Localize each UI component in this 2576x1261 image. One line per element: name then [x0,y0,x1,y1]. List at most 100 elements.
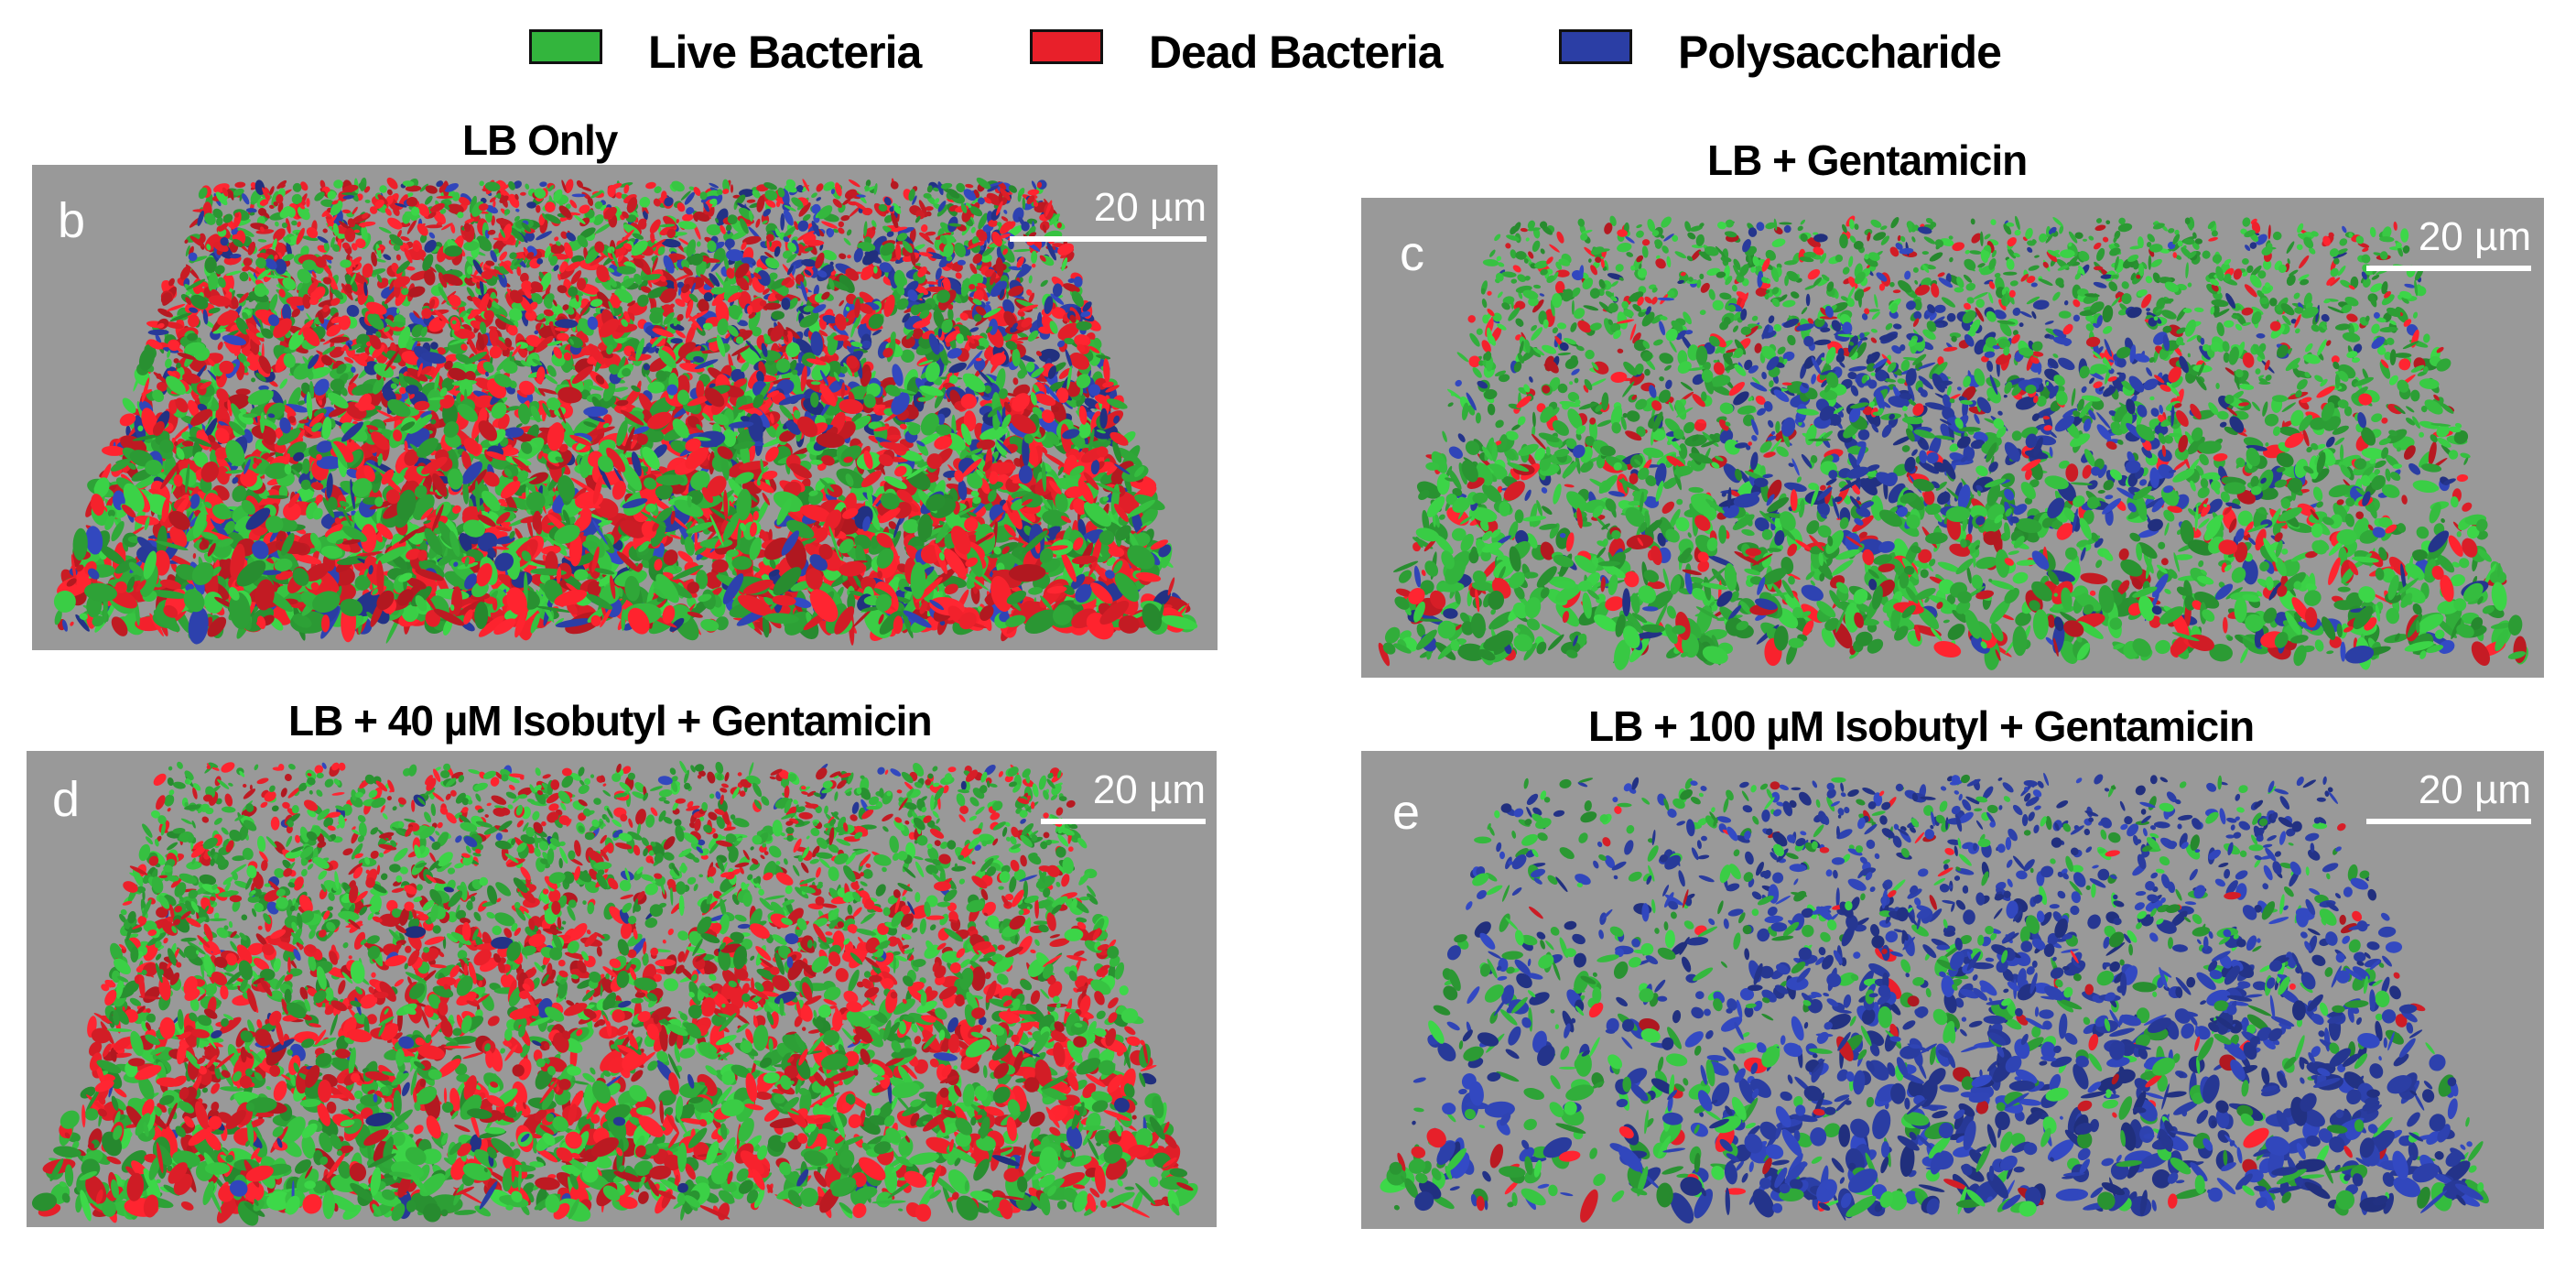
biofilm-cluster [395,254,401,261]
biofilm-cluster [428,232,436,239]
biofilm-cluster [383,254,392,261]
biofilm-cluster [746,199,756,203]
biofilm-cluster [838,221,845,228]
biofilm-cluster [871,220,877,228]
biofilm-cluster [978,212,988,230]
biofilm-cluster [819,244,824,251]
biofilm-cluster [279,378,288,389]
biofilm-cluster [1051,276,1064,288]
biofilm-cluster [172,424,190,441]
biofilm-cluster [554,236,559,242]
biofilm-cluster [842,198,851,205]
biofilm-cluster [530,292,543,305]
biofilm-cluster [677,221,697,230]
biofilm-cluster [525,183,530,190]
biofilm-cluster [847,255,851,259]
biofilm-cluster [192,553,197,560]
biofilm-cluster [396,229,402,239]
live-bacteria-swatch [529,29,602,64]
biofilm-cluster [580,186,592,191]
biofilm-cluster [164,321,184,330]
biofilm-cluster [925,231,936,236]
biofilm-cluster [406,192,414,198]
biofilm-cluster [682,213,694,222]
biofilm-cluster [947,308,954,321]
biofilm-cluster [741,235,762,245]
biofilm-cluster [755,218,761,228]
biofilm-cluster [728,304,743,320]
panel-title-d: LB + 40 µM Isobutyl + Gentamicin [288,697,933,745]
biofilm-cluster [287,462,304,475]
biofilm-cluster [737,320,749,327]
biofilm-cluster [322,228,328,234]
biofilm-cluster [70,621,74,626]
biofilm-cluster [441,290,457,305]
biofilm-cluster [185,245,190,257]
biofilm-cluster [301,235,319,242]
biofilm-cluster [839,299,845,307]
biofilm-cluster [849,204,862,217]
biofilm-cluster [685,324,696,347]
biofilm-cluster [810,459,823,465]
biofilm-cluster [1040,446,1048,454]
panel-title-b: LB Only [462,116,618,164]
biofilm-cluster [378,226,392,234]
biofilm-cluster [846,229,852,236]
biofilm-cluster [426,224,443,229]
biofilm-cluster [693,223,701,240]
biofilm-cluster [621,536,630,542]
biofilm-cluster [780,212,785,231]
biofilm-cluster [251,377,256,383]
biofilm-cluster [816,183,824,192]
biofilm-cluster [192,209,210,212]
legend-label: Polysaccharide [1678,27,2002,78]
biofilm-cluster [1003,209,1008,214]
biofilm-cluster [257,239,267,243]
biofilm-cluster [217,277,226,288]
legend-label: Dead Bacteria [1149,27,1443,78]
biofilm-cluster [515,208,520,212]
biofilm-cluster [970,226,976,234]
biofilm-cluster [516,390,528,398]
biofilm-cluster [202,309,209,325]
biofilm-render-b [53,177,1198,646]
biofilm-cluster [424,195,433,205]
biofilm-cluster [843,237,851,246]
biofilm-cluster [1017,357,1028,375]
biofilm-cluster [940,222,954,235]
biofilm-cluster [479,180,484,187]
biofilm-cluster [364,199,371,203]
biofilm-cluster [386,189,393,196]
biofilm-cluster [346,304,360,318]
biofilm-cluster [557,285,568,294]
biofilm-cluster [593,214,604,225]
polysaccharide-swatch [1559,29,1632,64]
legend-label: Live Bacteria [648,27,922,78]
biofilm-cluster [1038,348,1060,364]
biofilm-cluster [406,266,416,271]
biofilm-cluster [1026,218,1038,224]
biofilm-cluster [499,251,508,261]
biofilm-cluster [730,184,734,193]
biofilm-cluster [1017,192,1022,202]
panel-title-c: LB + Gentamicin [1707,136,2028,184]
biofilm-cluster [839,253,847,260]
biofilm-cluster [217,342,223,351]
biofilm-cluster [709,182,719,189]
biofilm-cluster [545,284,551,296]
biofilm-cluster [333,179,343,189]
biofilm-cluster [811,192,817,199]
biofilm-cluster [134,473,162,490]
biofilm-cluster [835,182,842,197]
dead-bacteria-swatch [1030,29,1103,64]
biofilm-cluster [965,183,974,189]
biofilm-cluster [840,214,850,222]
biofilm-cluster [671,180,685,192]
biofilm-cluster [373,258,386,263]
biofilm-cluster [406,219,417,234]
biofilm-cluster [936,204,949,217]
biofilm-cluster [299,181,308,191]
panel-title-e: LB + 100 µM Isobutyl + Gentamicin [1588,702,2255,750]
biofilm-cluster [440,223,453,231]
biofilm-cluster [612,386,629,392]
